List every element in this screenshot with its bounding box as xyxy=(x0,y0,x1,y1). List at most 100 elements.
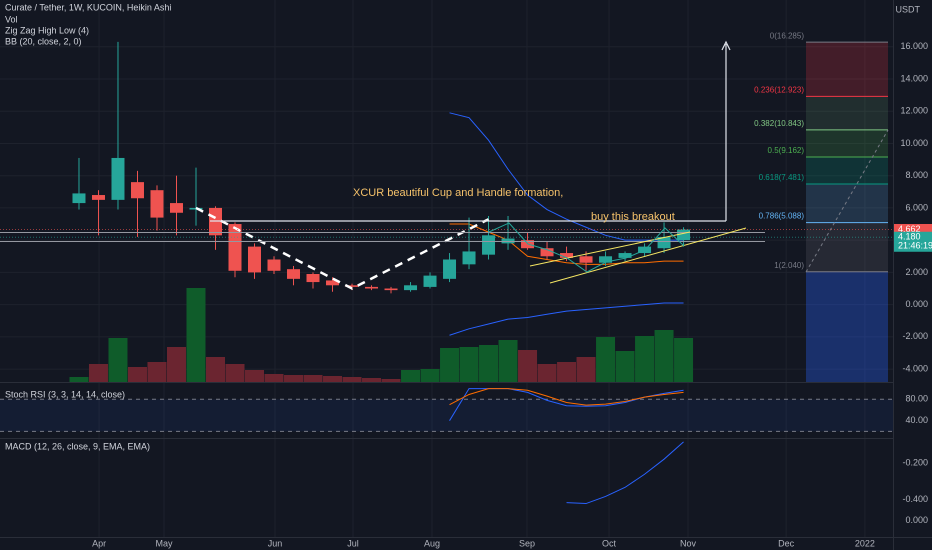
candle-body xyxy=(208,207,222,236)
volume-bar xyxy=(381,379,401,382)
legend-entry: BB (20, close, 2, 0) xyxy=(5,36,82,46)
volume-bar xyxy=(284,375,304,382)
y-tick-label: 16.000 xyxy=(900,41,928,51)
countdown: 21:46:19 xyxy=(898,241,932,251)
y-tick-label: -2.000 xyxy=(902,331,928,341)
annotation: buy this breakout xyxy=(591,211,675,223)
volume-bar xyxy=(401,370,421,382)
x-tick-label: Sep xyxy=(519,538,535,548)
candle-body xyxy=(482,235,496,255)
volume-bar xyxy=(205,357,225,382)
currency: USDT xyxy=(896,4,921,14)
fib-zone xyxy=(806,156,888,185)
fib-label: 0.236(12.923) xyxy=(754,85,804,94)
candle-body xyxy=(267,259,281,271)
fib-label: 0.5(9.162) xyxy=(768,146,805,155)
candle-body xyxy=(540,248,554,257)
y-tick-label: 40.00 xyxy=(905,415,928,425)
candle-body xyxy=(130,182,144,199)
candle-body xyxy=(306,274,320,283)
candle-body xyxy=(228,224,242,271)
price-tag xyxy=(894,231,932,252)
volume-bar xyxy=(225,364,245,382)
volume-bar xyxy=(166,347,186,382)
fib-zone xyxy=(806,42,888,97)
candle-body xyxy=(169,203,183,213)
candle-body xyxy=(326,280,340,286)
volume-bar xyxy=(420,369,440,382)
x-tick-label: 2022 xyxy=(855,538,875,548)
candle-body xyxy=(150,190,164,218)
volume-bar xyxy=(557,362,577,382)
legend-entry: Zig Zag High Low (4) xyxy=(5,25,89,35)
candle-body xyxy=(248,246,262,273)
arrow-head xyxy=(721,40,731,51)
volume-bar xyxy=(654,330,674,382)
volume-bar xyxy=(264,374,284,382)
indicator-line xyxy=(566,441,684,505)
volume-bar xyxy=(323,376,343,382)
grid xyxy=(0,0,893,537)
fib-label: 1(2.040) xyxy=(774,261,804,270)
y-tick-label: 8.000 xyxy=(905,170,928,180)
candle-body xyxy=(111,157,125,200)
volume-bar xyxy=(498,340,518,382)
zigzag-handle xyxy=(488,222,685,273)
volume-bar xyxy=(615,351,635,382)
candle-body xyxy=(462,251,476,265)
panel-title: MACD (12, 26, close, 9, EMA, EMA) xyxy=(5,441,150,451)
y-tick-label: 0.000 xyxy=(905,299,928,309)
volume-bar xyxy=(186,288,206,382)
candle-body xyxy=(404,285,418,291)
indicator-line xyxy=(449,388,684,406)
y-tick-label: 10.000 xyxy=(900,138,928,148)
price-tag xyxy=(894,223,932,235)
candle-body xyxy=(560,253,574,258)
fib-zone xyxy=(806,184,888,223)
y-tick-label: -0.400 xyxy=(902,494,928,504)
candle-body xyxy=(345,285,359,287)
candle-body xyxy=(579,256,593,263)
volume-bar xyxy=(479,345,499,382)
volume-bar xyxy=(303,375,323,382)
volume-bar xyxy=(596,337,616,382)
volume-bar xyxy=(342,377,362,382)
x-tick-label: Apr xyxy=(92,538,106,548)
fib-label: 0.786(5.088) xyxy=(759,212,805,221)
panel-title: Stoch RSI (3, 3, 14, 14, close) xyxy=(5,389,125,399)
candle-body xyxy=(657,236,671,249)
volume-bar xyxy=(69,377,89,382)
zigzag xyxy=(195,206,490,290)
volume-bar xyxy=(459,347,479,382)
x-tick-label: Oct xyxy=(602,538,617,548)
candle-body xyxy=(501,238,515,244)
y-tick-label: 14.000 xyxy=(900,73,928,83)
fib-zone xyxy=(806,96,888,130)
chart-title: Curate / Tether, 1W, KUCOIN, Heikin Ashi xyxy=(5,2,171,12)
y-tick-label: 6.000 xyxy=(905,202,928,212)
plot xyxy=(0,41,893,505)
fib-zone xyxy=(806,222,888,272)
x-tick-label: May xyxy=(156,538,174,548)
y-tick-label: 80.00 xyxy=(905,394,928,404)
x-tick-label: Dec xyxy=(778,538,795,548)
y-tick-label: -0.200 xyxy=(902,458,928,468)
fib-label: 0(16.285) xyxy=(770,31,805,40)
bb-upper xyxy=(449,112,684,241)
y2-tick-label: 0.000 xyxy=(905,515,928,525)
candle-body xyxy=(677,229,691,241)
volume-bar xyxy=(362,378,382,382)
stoch-band xyxy=(0,399,893,432)
x-tick-label: Aug xyxy=(424,538,440,548)
fib-zone xyxy=(806,271,888,382)
legend-entry: Vol xyxy=(5,14,18,24)
volume-bar xyxy=(674,338,694,382)
annotation: XCUR beautiful Cup and Handle formation, xyxy=(353,187,563,199)
volume-bar xyxy=(108,338,128,382)
x-tick-label: Jun xyxy=(268,538,283,548)
trend-line xyxy=(529,231,691,267)
price-tag-label: 4.180 xyxy=(898,232,921,242)
candle-body xyxy=(599,256,613,263)
